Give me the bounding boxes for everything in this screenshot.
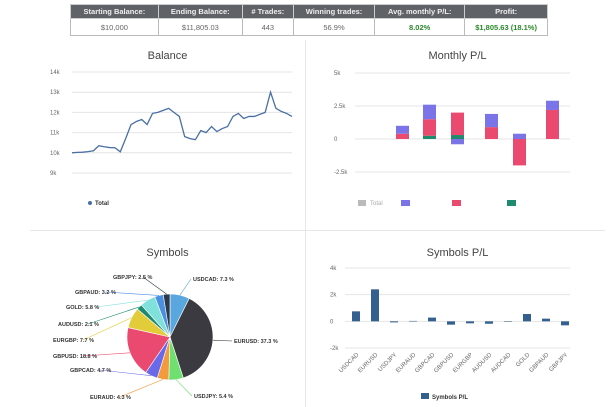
divider-horizontal <box>30 230 605 231</box>
legend-swatch <box>358 200 366 206</box>
monthly-bar-purple <box>513 133 526 139</box>
pie-label: EURUSD: 37.3 % <box>234 339 278 345</box>
monthly-bar-red <box>423 119 436 136</box>
monthly-bar-red <box>396 133 409 139</box>
pie-label: EURAUD: 4.3 % <box>90 395 131 401</box>
pie-leader-line <box>179 278 192 296</box>
monthly-bar-purple <box>396 125 409 134</box>
divider-vertical <box>305 40 306 407</box>
legend-swatch <box>507 200 516 206</box>
y-tick-label: 13k <box>50 90 61 96</box>
profit: $1,805.63 (18.1%) <box>464 18 548 36</box>
y-tick-label: 5k <box>334 71 341 77</box>
symbol-bar <box>523 314 531 322</box>
x-tick-label: AUDCAD <box>490 352 513 375</box>
stats-table: Starting Balance: Ending Balance: # Trades… <box>70 4 548 36</box>
header-starting-balance: Starting Balance: <box>70 4 159 19</box>
symbol-bar <box>466 321 474 324</box>
y-tick-label: -2k <box>330 346 339 352</box>
legend-symbols-pl: Symbols P/L <box>432 395 468 401</box>
pie-label: USDJPY: 5.4 % <box>194 394 233 400</box>
y-tick-label: 10k <box>50 151 61 157</box>
pie-label: EURGBP: 7.7 % <box>53 338 94 344</box>
pie-label: GBPCAD: 4.7 % <box>70 368 111 374</box>
balance-line <box>71 89 293 154</box>
monthly-bar-purple <box>546 100 559 110</box>
monthly-bar-purple <box>485 113 498 128</box>
symbol-bar <box>371 289 379 322</box>
x-tick-label: GBPAUD <box>529 352 551 374</box>
symbol-bar <box>428 317 436 322</box>
monthly-bar-purple <box>451 139 464 145</box>
trades-count: 443 <box>241 18 294 36</box>
monthly-bar-red <box>513 139 526 166</box>
symbol-bar <box>504 321 512 322</box>
monthly-bar-green <box>451 135 464 139</box>
legend-swatch <box>401 200 410 206</box>
y-tick-label: 14k <box>50 70 61 76</box>
pie-label: GBPJPY: 2.5 % <box>113 275 152 281</box>
x-tick-label: GOLD <box>515 352 532 369</box>
legend-total: Total <box>95 201 109 207</box>
pie-label: GBPUSD: 18.8 % <box>53 354 97 360</box>
x-tick-label: EURUSD <box>357 352 380 375</box>
avg-monthly-pl: 8.02% <box>374 18 466 36</box>
pie-label: GBPAUD: 3.2 % <box>75 290 116 296</box>
symbol-bar <box>542 318 550 322</box>
monthly-bar-purple <box>423 104 436 120</box>
legend-total: Total <box>370 201 383 207</box>
y-tick-label: 2k <box>330 293 337 299</box>
pie-leader-line <box>87 306 140 325</box>
pie-label: GOLD: 5.8 % <box>66 305 99 311</box>
pie-leader-line <box>82 352 131 357</box>
monthly-bar-green <box>423 135 436 139</box>
symbols-pl-title: Symbols P/L <box>426 247 489 259</box>
pie-label: USDCAD: 7.3 % <box>193 277 234 283</box>
pie-slice <box>169 298 214 379</box>
pie-leader-line <box>104 291 159 296</box>
y-tick-label: 2.5k <box>334 104 346 110</box>
monthly-bar-red <box>546 109 559 139</box>
pie-leader-line <box>99 369 152 377</box>
pie-leader-line <box>95 299 148 308</box>
symbol-bar <box>390 321 398 323</box>
y-tick-label: 12k <box>50 110 61 116</box>
pie-slice <box>162 293 171 338</box>
x-tick-label: GBPJPY <box>548 352 569 373</box>
y-tick-label: 9k <box>50 171 57 177</box>
y-tick-label: 4k <box>330 266 337 272</box>
pie-leader-line <box>212 339 233 342</box>
symbol-bar <box>447 321 455 325</box>
header-avg-monthly: Avg. monthly P/L: <box>374 4 466 19</box>
monthly-bar-red <box>485 127 498 139</box>
symbols-title: Symbols <box>146 247 189 259</box>
y-tick-label: 0 <box>330 319 334 325</box>
monthly-bar-red <box>451 112 464 136</box>
legend-marker <box>88 201 92 205</box>
symbol-bar <box>352 311 360 322</box>
symbol-bar <box>485 321 493 324</box>
monthly-pl-title: Monthly P/L <box>428 50 487 62</box>
y-tick-label: -2.5k <box>334 170 348 176</box>
pie-leader-line <box>175 379 193 397</box>
pie-leader-line <box>82 317 132 341</box>
header-profit: Profit: <box>464 4 548 19</box>
symbol-bar <box>561 321 569 326</box>
winning-trades: 56.9% <box>292 18 376 36</box>
legend-swatch <box>452 200 461 206</box>
y-tick-label: 0 <box>334 137 338 143</box>
y-tick-label: 11k <box>50 131 60 137</box>
pie-leader-line <box>119 379 164 398</box>
symbol-bar <box>409 320 417 322</box>
pie-label: AUDUSD: 2.1 % <box>58 322 99 328</box>
legend-swatch <box>421 393 429 399</box>
balance-title: Balance <box>147 50 188 62</box>
pie-leader-line <box>142 276 167 295</box>
header-ending-balance: Ending Balance: <box>157 4 243 19</box>
